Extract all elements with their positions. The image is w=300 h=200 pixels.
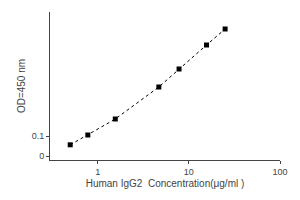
svg-text:0.1: 0.1 xyxy=(32,131,45,141)
svg-text:OD=450 nm: OD=450 nm xyxy=(16,59,27,113)
svg-text:100: 100 xyxy=(272,167,287,177)
svg-text:1: 1 xyxy=(95,167,100,177)
svg-text:0: 0 xyxy=(39,151,44,161)
svg-text:Human IgG2 Concentration(μg/m: Human IgG2 Concentration(μg/ml ) xyxy=(86,178,245,189)
svg-text:10: 10 xyxy=(184,167,194,177)
